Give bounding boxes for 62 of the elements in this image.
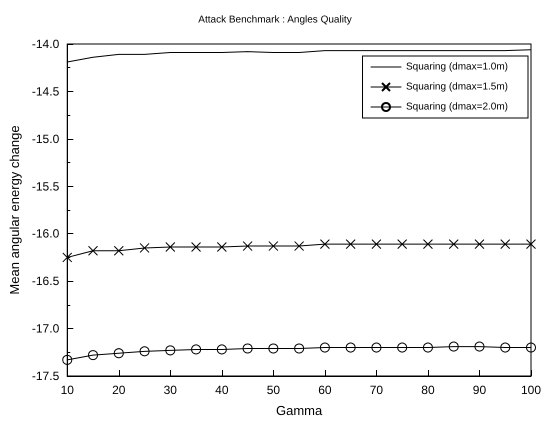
y-tick-label: -17.5 [32,369,60,383]
point [216,242,227,252]
x-tick-label: 90 [472,383,486,397]
point [62,354,72,365]
point [346,239,356,250]
y-tick-label: -16.0 [32,226,60,241]
y-axis-title: Mean angular energy change [7,125,22,295]
point [474,342,484,352]
point [88,246,98,256]
point [140,346,150,356]
point [191,242,202,252]
point [114,348,124,358]
point [448,239,459,250]
x-tick-label: 80 [421,383,435,397]
point [294,241,304,252]
point [242,343,253,354]
y-tick-label: -15.0 [32,132,60,146]
point [474,239,484,250]
point [191,344,202,354]
x-tick-label: 10 [60,383,74,397]
y-tick-label: -16.5 [32,274,60,288]
x-tick-label: 60 [318,383,332,397]
x-tick-label: 30 [164,383,178,397]
point [62,252,72,262]
point [448,342,459,352]
point [371,342,382,353]
x-tick-label: 70 [370,383,384,397]
x-tick-label: 50 [266,383,280,397]
point [320,342,330,353]
point [397,342,408,353]
point [500,342,510,353]
point [320,239,330,250]
point [500,239,510,250]
legend-label: Squaring (dmax=1.5m) [406,82,508,92]
point [114,246,124,256]
point [526,342,536,353]
y-tick-label: -14.5 [32,84,60,98]
point [422,239,433,250]
y-tick-label: -15.5 [32,179,60,194]
point [422,342,433,353]
legend-label: Squaring (dmax=1.0m) [406,62,508,72]
point [140,242,150,253]
point [242,241,253,252]
point [346,342,356,353]
point [216,344,227,354]
y-tick-label: -17.0 [32,322,60,336]
point [526,239,536,250]
x-axis-title: Gamma [276,403,324,418]
point [88,350,98,360]
point [165,242,176,252]
point [294,343,304,354]
point [165,345,176,356]
y-tick-label: -14.0 [32,37,60,51]
chart-title: Attack Benchmark : Angles Quality [198,14,352,26]
point [268,343,278,354]
point [371,239,382,250]
point [268,241,278,252]
x-tick-label: 20 [112,383,126,397]
point [397,239,408,250]
x-tick-label: 40 [215,383,229,397]
x-tick-label: 100 [520,383,542,397]
legend-label: Squaring (dmax=2.0m) [406,102,508,112]
